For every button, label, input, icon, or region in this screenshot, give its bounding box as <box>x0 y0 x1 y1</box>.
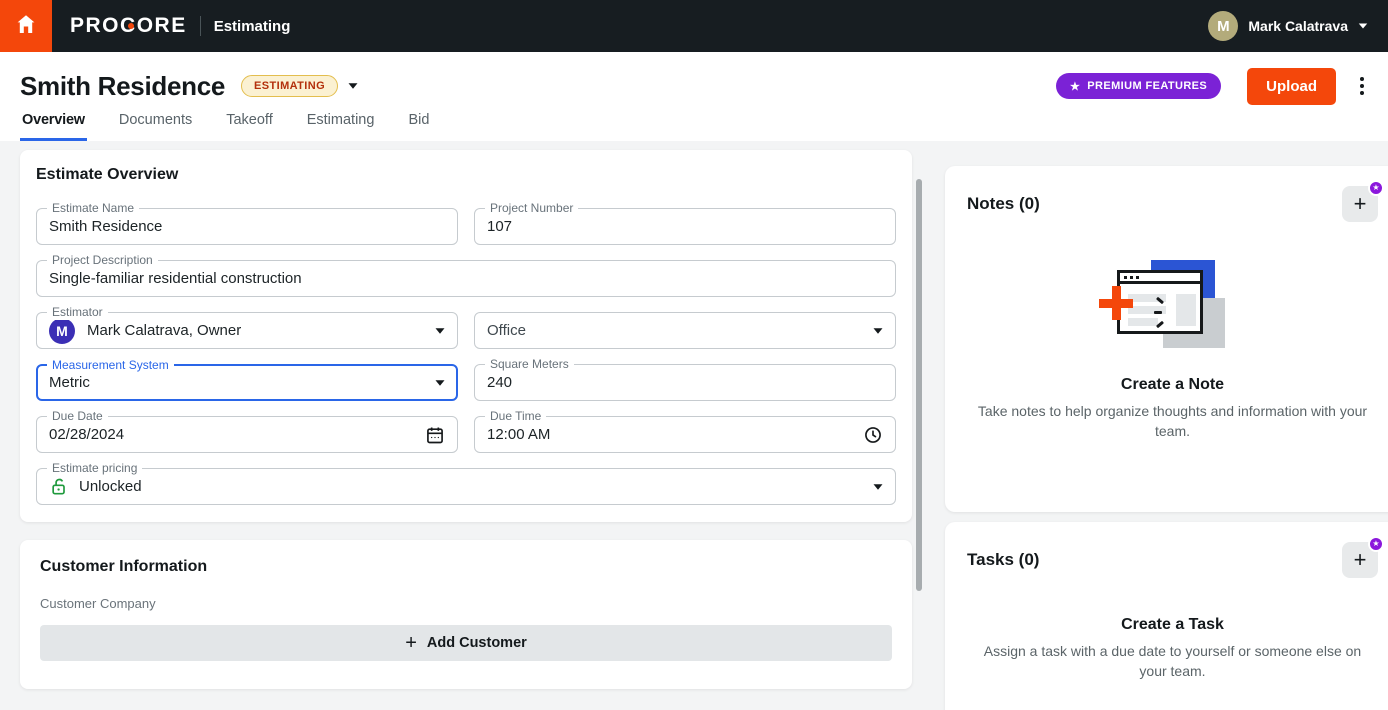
field-label: Measurement System <box>47 358 174 373</box>
create-note-illustration <box>1098 260 1231 352</box>
logo-part: C <box>120 14 137 37</box>
tab-documents[interactable]: Documents <box>118 112 193 128</box>
chevron-down-icon <box>435 327 445 334</box>
chevron-down-icon <box>1358 23 1368 29</box>
notes-title: Notes (0) <box>967 194 1040 213</box>
field-label: Estimate Name <box>47 201 140 216</box>
field-value: 240 <box>487 374 513 391</box>
estimate-overview-card: Estimate Overview Estimate Name Smith Re… <box>20 150 912 522</box>
field-label: Due Time <box>485 409 547 424</box>
premium-star-badge: ★ <box>1368 536 1384 552</box>
page-header: Smith Residence ESTIMATING ★ PREMIUM FEA… <box>0 52 1388 110</box>
kebab-dot <box>1360 77 1364 81</box>
add-note-button[interactable]: + ★ <box>1342 180 1384 222</box>
premium-features-button[interactable]: ★ PREMIUM FEATURES <box>1056 73 1222 99</box>
create-note-text: Take notes to help organize thoughts and… <box>977 403 1368 440</box>
section-title: Estimate Overview <box>36 166 179 183</box>
main-content: Estimate Overview Estimate Name Smith Re… <box>0 141 1388 710</box>
due-time-field[interactable]: Due Time 12:00 AM <box>474 409 896 453</box>
add-customer-label: Add Customer <box>426 635 527 651</box>
chevron-down-icon <box>873 327 883 334</box>
tasks-title: Tasks (0) <box>967 550 1040 569</box>
vertical-scrollbar[interactable] <box>916 179 922 591</box>
more-options-button[interactable] <box>1356 73 1368 99</box>
square-meters-field[interactable]: Square Meters 240 <box>474 357 896 401</box>
field-value: 12:00 AM <box>487 426 551 443</box>
section-title: Customer Information <box>40 558 208 575</box>
field-value: Mark Calatrava, Owner <box>87 322 242 339</box>
customer-information-card: Customer Information Customer Company + … <box>20 540 912 689</box>
user-menu[interactable]: M Mark Calatrava <box>1208 11 1388 41</box>
measurement-system-select[interactable]: Measurement System Metric <box>36 358 458 401</box>
field-label: Project Description <box>47 253 158 268</box>
field-value: Metric <box>49 374 90 391</box>
chevron-down-icon <box>873 483 883 490</box>
premium-star-badge: ★ <box>1368 180 1384 196</box>
app-name: Estimating <box>213 17 291 35</box>
field-label: Estimate pricing <box>47 461 143 476</box>
user-name: Mark Calatrava <box>1248 18 1348 34</box>
plus-icon: + <box>1353 547 1367 572</box>
tab-overview[interactable]: Overview <box>20 110 87 141</box>
clock-icon[interactable] <box>863 425 883 445</box>
tab-bid[interactable]: Bid <box>408 112 430 128</box>
field-value: Unlocked <box>79 478 142 495</box>
project-description-field[interactable]: Project Description Single-familiar resi… <box>36 253 896 297</box>
field-value: 02/28/2024 <box>49 426 125 443</box>
star-icon: ★ <box>1070 80 1081 93</box>
avatar: M <box>1208 11 1239 41</box>
customer-company-label: Customer Company <box>40 596 156 611</box>
field-placeholder: Office <box>487 322 526 339</box>
tab-bar: Overview Documents Takeoff Estimating Bi… <box>0 110 1388 141</box>
field-value: 107 <box>487 218 513 235</box>
premium-features-label: PREMIUM FEATURES <box>1087 80 1208 92</box>
plus-icon: + <box>1353 191 1367 216</box>
procore-logo: PRO C ORE <box>70 14 187 38</box>
office-select[interactable]: Office <box>474 312 896 349</box>
page-title: Smith Residence <box>20 70 226 101</box>
create-task-text: Assign a task with a due date to yoursel… <box>983 643 1362 680</box>
tasks-panel: Tasks (0) + ★ Create a Task Assign a tas… <box>945 522 1388 710</box>
notes-panel: Notes (0) + ★ Create a Note Take notes t… <box>945 166 1388 512</box>
logo-part: ORE <box>136 14 187 37</box>
status-badge[interactable]: ESTIMATING <box>241 75 339 97</box>
tab-takeoff[interactable]: Takeoff <box>226 112 273 128</box>
field-value: Single-familiar residential construction <box>49 270 302 287</box>
kebab-dot <box>1360 91 1364 95</box>
estimate-pricing-select[interactable]: Estimate pricing Unlocked <box>36 461 896 505</box>
estimate-name-field[interactable]: Estimate Name Smith Residence <box>36 201 458 245</box>
tab-estimating[interactable]: Estimating <box>306 112 375 128</box>
chevron-down-icon <box>435 379 445 386</box>
calendar-icon[interactable] <box>425 425 445 445</box>
add-customer-button[interactable]: + Add Customer <box>40 625 892 661</box>
plus-icon: + <box>405 632 417 654</box>
project-number-field[interactable]: Project Number 107 <box>474 201 896 245</box>
field-label: Due Date <box>47 409 108 424</box>
top-navbar: PRO C ORE Estimating M Mark Calatrava <box>0 0 1388 52</box>
logo-part: PRO <box>70 14 121 37</box>
kebab-dot <box>1360 84 1364 88</box>
home-button[interactable] <box>0 0 52 52</box>
create-note-title: Create a Note <box>1120 376 1225 393</box>
home-icon <box>14 12 38 41</box>
field-label: Estimator <box>47 305 108 320</box>
field-value: Smith Residence <box>49 218 163 235</box>
upload-button[interactable]: Upload <box>1247 67 1336 105</box>
status-chevron-down-icon[interactable] <box>348 83 358 89</box>
plus-icon <box>1098 286 1133 320</box>
avatar: M <box>49 317 75 344</box>
unlocked-icon <box>49 477 69 497</box>
create-task-title: Create a Task <box>1121 616 1224 633</box>
nav-divider <box>199 16 201 36</box>
field-label: Square Meters <box>485 357 574 372</box>
add-task-button[interactable]: + ★ <box>1342 536 1384 578</box>
due-date-field[interactable]: Due Date 02/28/2024 <box>36 409 458 453</box>
field-label: Project Number <box>485 201 579 216</box>
estimator-select[interactable]: Estimator M Mark Calatrava, Owner <box>36 305 458 349</box>
